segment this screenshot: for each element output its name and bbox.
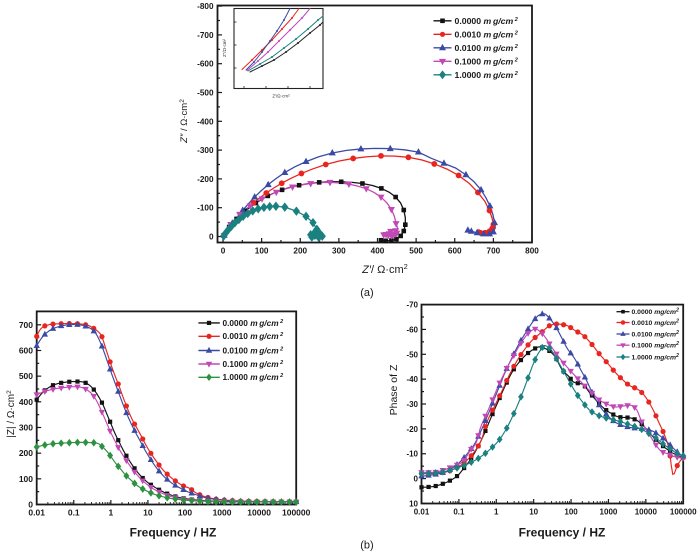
svg-text:-100: -100: [197, 204, 214, 213]
svg-text:(b): (b): [360, 540, 373, 552]
svg-text:500: 500: [19, 371, 33, 381]
svg-text:Z″/Ω·cm²: Z″/Ω·cm²: [222, 39, 227, 57]
svg-text:10: 10: [143, 508, 153, 518]
svg-text:100: 100: [564, 508, 578, 517]
svg-text:-60: -60: [406, 325, 418, 334]
svg-text:700: 700: [19, 320, 33, 330]
svg-text:0.01: 0.01: [28, 508, 45, 518]
svg-text:-10: -10: [406, 450, 418, 459]
svg-text:0.1000 mg/cm2: 0.1000 mg/cm2: [632, 341, 680, 350]
svg-text:1: 1: [108, 508, 113, 518]
svg-text:0.0100 m g/cm 2: 0.0100 m g/cm 2: [455, 43, 518, 53]
svg-text:Phase of Z: Phase of Z: [388, 364, 400, 415]
svg-text:1: 1: [494, 508, 499, 517]
svg-text:0.0010 m g/cm 2: 0.0010 m g/cm 2: [223, 331, 284, 341]
svg-text:Z′/Ω·cm²: Z′/Ω·cm²: [272, 94, 290, 99]
svg-text:-30: -30: [406, 400, 418, 409]
svg-text:0.1000 m g/cm 2: 0.1000 m g/cm 2: [455, 56, 518, 66]
svg-text:0.0100 m g/cm 2: 0.0100 m g/cm 2: [223, 345, 284, 355]
svg-text:Frequency / HZ: Frequency / HZ: [130, 526, 217, 540]
svg-text:1.0000 mg/cm2: 1.0000 mg/cm2: [632, 353, 680, 362]
svg-text:1.0000 m g/cm 2: 1.0000 m g/cm 2: [223, 372, 284, 382]
svg-text:10000: 10000: [247, 508, 271, 518]
svg-text:10: 10: [529, 508, 538, 517]
svg-text:300: 300: [332, 247, 346, 256]
svg-text:0.0000 m g/cm 2: 0.0000 m g/cm 2: [223, 318, 284, 328]
svg-text:0: 0: [28, 500, 33, 510]
svg-text:700: 700: [487, 247, 501, 256]
svg-text:100: 100: [19, 474, 33, 484]
svg-text:0: 0: [221, 247, 226, 256]
svg-text:400: 400: [19, 397, 33, 407]
svg-text:0.0100 mg/cm2: 0.0100 mg/cm2: [632, 330, 680, 339]
svg-text:600: 600: [19, 345, 33, 355]
svg-text:0: 0: [209, 233, 214, 242]
svg-text:-70: -70: [406, 301, 418, 310]
svg-text:Z′/ Ω·cm2: Z′/ Ω·cm2: [361, 262, 408, 276]
svg-text:0.1: 0.1: [453, 508, 465, 517]
svg-text:|Z| / Ω·cm2: |Z| / Ω·cm2: [6, 390, 17, 438]
svg-text:0.1000 m g/cm 2: 0.1000 m g/cm 2: [223, 359, 284, 369]
svg-text:-700: -700: [197, 31, 214, 40]
svg-text:-50: -50: [406, 350, 418, 359]
svg-text:-200: -200: [197, 175, 214, 184]
svg-text:0.0000 mg/cm2: 0.0000 mg/cm2: [632, 308, 680, 317]
svg-text:10: 10: [409, 499, 418, 508]
svg-text:-500: -500: [197, 89, 214, 98]
svg-text:0.01: 0.01: [414, 508, 430, 517]
svg-text:0.0010 m g/cm 2: 0.0010 m g/cm 2: [455, 29, 518, 39]
svg-text:Z″ / Ω·cm2: Z″ / Ω·cm2: [179, 99, 190, 144]
svg-text:100: 100: [255, 247, 269, 256]
svg-text:1000: 1000: [213, 508, 232, 518]
svg-text:10000: 10000: [635, 508, 658, 517]
svg-text:0.1: 0.1: [68, 508, 80, 518]
svg-text:0: 0: [414, 475, 419, 484]
svg-text:500: 500: [409, 247, 423, 256]
svg-text:100000: 100000: [282, 508, 311, 518]
svg-text:-20: -20: [406, 425, 418, 434]
svg-text:600: 600: [448, 247, 462, 256]
svg-text:0.0010 mg/cm2: 0.0010 mg/cm2: [632, 318, 680, 327]
svg-text:0.0000 m g/cm 2: 0.0000 m g/cm 2: [455, 16, 518, 26]
svg-text:200: 200: [293, 247, 307, 256]
svg-text:300: 300: [19, 422, 33, 432]
svg-text:1.0000 m g/cm 2: 1.0000 m g/cm 2: [455, 70, 518, 80]
svg-text:800: 800: [525, 247, 539, 256]
svg-text:Frequency / HZ: Frequency / HZ: [519, 526, 606, 540]
svg-text:-300: -300: [197, 146, 214, 155]
svg-text:-400: -400: [197, 117, 214, 126]
svg-text:-800: -800: [197, 2, 214, 11]
svg-text:1000: 1000: [600, 508, 618, 517]
svg-text:-40: -40: [406, 375, 418, 384]
svg-text:-600: -600: [197, 60, 214, 69]
svg-text:100: 100: [178, 508, 192, 518]
svg-text:100000: 100000: [670, 508, 697, 517]
svg-text:400: 400: [371, 247, 385, 256]
svg-text:200: 200: [19, 448, 33, 458]
svg-text:(a): (a): [360, 287, 373, 299]
